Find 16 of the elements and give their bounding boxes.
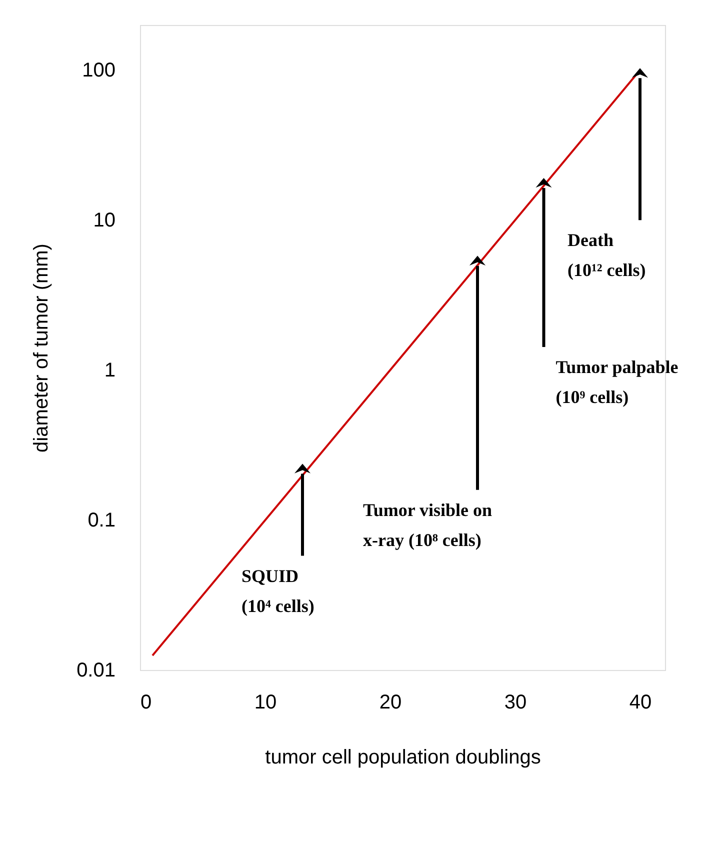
y-tick-label: 1 <box>104 360 116 382</box>
annotation: Tumor palpable (10⁹ cells) <box>556 357 678 408</box>
annotation: Tumor visible on x-ray (10⁸ cells) <box>363 500 492 550</box>
x-tick-label: 40 <box>629 692 652 714</box>
x-tick-label: 10 <box>254 692 277 714</box>
y-tick-label: 0.01 <box>76 660 116 682</box>
y-axis-title: diameter of tumor (mm) <box>30 244 53 452</box>
x-tick-label: 20 <box>379 692 402 714</box>
annotation: SQUID (10⁴ cells) <box>242 566 314 616</box>
x-tick-label: 0 <box>140 692 152 714</box>
annotation: Death (10¹² cells) <box>568 230 646 280</box>
x-tick-label: 30 <box>504 692 527 714</box>
x-axis-title: tumor cell population doublings <box>265 746 541 768</box>
y-tick-label: 100 <box>82 60 116 82</box>
y-tick-label: 0.1 <box>88 510 116 532</box>
y-tick-label: 10 <box>93 210 116 232</box>
